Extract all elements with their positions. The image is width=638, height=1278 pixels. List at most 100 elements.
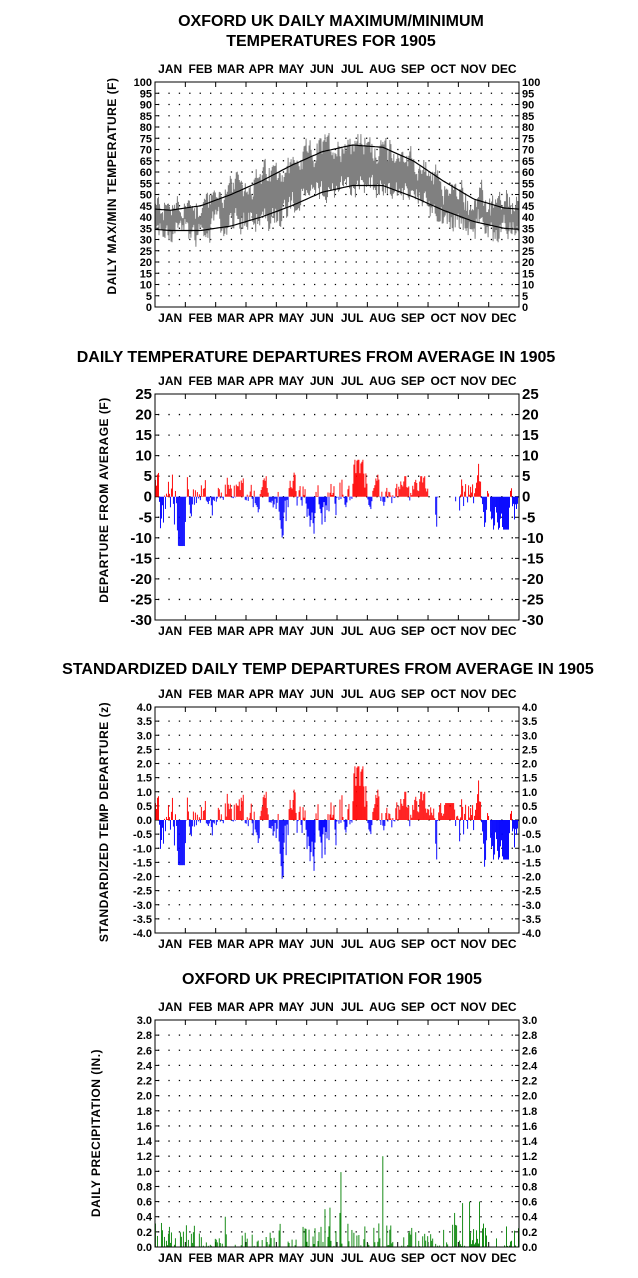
dep-departure-bar — [320, 496, 322, 514]
precipitation-bar — [215, 1239, 217, 1247]
dep-departure-bar — [215, 496, 217, 502]
precipitation-bar — [256, 1241, 258, 1247]
pcp-month-label-bottom: JUL — [341, 1251, 364, 1265]
std-departure-bar — [189, 820, 191, 834]
pcp-month-label-bottom: DEC — [491, 1251, 517, 1265]
std-month-label-top: MAR — [217, 687, 245, 701]
dep-departure-bar — [343, 496, 345, 499]
dep-departure-bar — [312, 496, 314, 524]
dep-departure-bar — [364, 487, 366, 497]
dep-departure-bar — [470, 486, 472, 497]
std-departure-bar — [211, 820, 213, 836]
std-departure-bar — [207, 820, 209, 827]
std-departure-bar — [395, 808, 397, 820]
std-departure-bar — [485, 820, 487, 860]
temp-month-label-top: MAY — [279, 62, 305, 76]
dep-departure-bar — [407, 487, 409, 497]
dep-departure-bar — [178, 496, 180, 547]
precipitation-bar — [216, 1242, 218, 1247]
dep-departure-bar — [416, 483, 418, 497]
std-departure-bar — [283, 820, 285, 843]
std-departure-bar — [356, 767, 358, 820]
std-ytick-right: 0.0 — [522, 815, 537, 827]
precipitation-bar — [476, 1230, 478, 1247]
pcp-chart-ylabel: DAILY PRECIPITATION (IN.) — [89, 1049, 103, 1217]
precipitation-bar — [504, 1245, 505, 1247]
dep-departure-bar — [371, 496, 373, 502]
std-departure-bar — [452, 803, 454, 820]
precipitation-bar — [415, 1232, 417, 1247]
std-departure-bar — [358, 766, 360, 820]
dep-ytick-left: 0 — [144, 489, 152, 506]
dep-departure-bar — [257, 496, 259, 513]
std-departure-bar — [249, 812, 251, 820]
std-departure-bar — [486, 820, 488, 841]
precipitation-bar — [210, 1245, 212, 1247]
dep-departure-bar — [246, 494, 248, 497]
temp-ytick-right: 100 — [522, 77, 540, 89]
pcp-ytick-right: 2.0 — [522, 1091, 537, 1103]
std-departure-bar — [330, 802, 332, 820]
std-departure-bar — [496, 820, 498, 840]
dep-departure-bar — [199, 496, 201, 501]
std-departure-bar — [417, 811, 419, 820]
dep-departure-bar — [502, 496, 503, 528]
dep-departure-bar — [348, 485, 350, 497]
std-departure-bar — [200, 806, 202, 820]
std-departure-bar — [226, 793, 228, 820]
dep-departure-bar — [517, 496, 518, 504]
std-departure-bar — [470, 808, 472, 820]
std-departure-bar — [345, 820, 347, 833]
std-departure-bar — [466, 820, 468, 821]
temp-plot-frame — [154, 81, 520, 308]
temp-month-label-bottom: JAN — [158, 311, 182, 325]
std-ytick-right: 1.5 — [522, 773, 537, 785]
std-departure-bar — [350, 820, 352, 821]
std-ytick-left: 3.0 — [137, 730, 152, 742]
average-minimum-line — [155, 184, 519, 232]
dep-departure-bar — [509, 496, 510, 508]
std-departure-bar — [314, 820, 316, 843]
std-departure-bar — [254, 820, 256, 830]
dep-departure-bar — [418, 491, 420, 497]
dep-departure-bar — [325, 496, 327, 506]
std-departure-bar — [343, 820, 345, 822]
temp-month-label-top: MAR — [217, 62, 245, 76]
dep-departure-bar — [233, 485, 235, 497]
std-departure-bar — [297, 820, 299, 822]
std-departure-bar — [167, 805, 169, 820]
dep-departure-bar — [331, 495, 333, 497]
dep-departure-bar — [175, 496, 177, 504]
precipitation-bar — [374, 1242, 376, 1247]
dep-departure-bar — [205, 496, 207, 501]
precipitation-bar — [327, 1236, 329, 1247]
std-month-label-top: APR — [248, 687, 274, 701]
dep-departure-bar — [278, 496, 280, 512]
std-month-label-bottom: OCT — [431, 937, 457, 951]
pcp-month-label-top: MAY — [279, 1000, 305, 1014]
std-departure-bar — [224, 803, 226, 820]
dep-departure-bar — [351, 496, 353, 499]
dep-departure-bar — [466, 496, 468, 498]
std-departure-bar — [328, 820, 330, 841]
dep-month-label-bottom: NOV — [461, 624, 487, 638]
dep-departure-bar — [406, 487, 408, 497]
dep-departure-bar — [473, 496, 475, 504]
std-ytick-right: 2.5 — [522, 744, 537, 756]
std-departure-bar — [237, 805, 239, 820]
std-departure-bar — [247, 820, 249, 827]
std-departure-bar — [448, 803, 450, 820]
dep-departure-bar — [319, 496, 321, 509]
std-departure-bar — [487, 813, 489, 820]
dep-departure-bar — [477, 475, 479, 497]
precipitation-bar — [341, 1243, 343, 1247]
dep-departure-bar — [222, 496, 224, 500]
precipitation-bar — [425, 1240, 427, 1247]
dep-departure-bar — [308, 496, 310, 516]
dep-departure-bar — [193, 496, 195, 505]
std-month-label-top: FEB — [188, 687, 212, 701]
dep-departure-bar — [333, 486, 335, 497]
std-ytick-right: -4.0 — [522, 928, 541, 940]
std-departure-bar — [261, 806, 263, 820]
std-departure-bar — [375, 794, 377, 820]
